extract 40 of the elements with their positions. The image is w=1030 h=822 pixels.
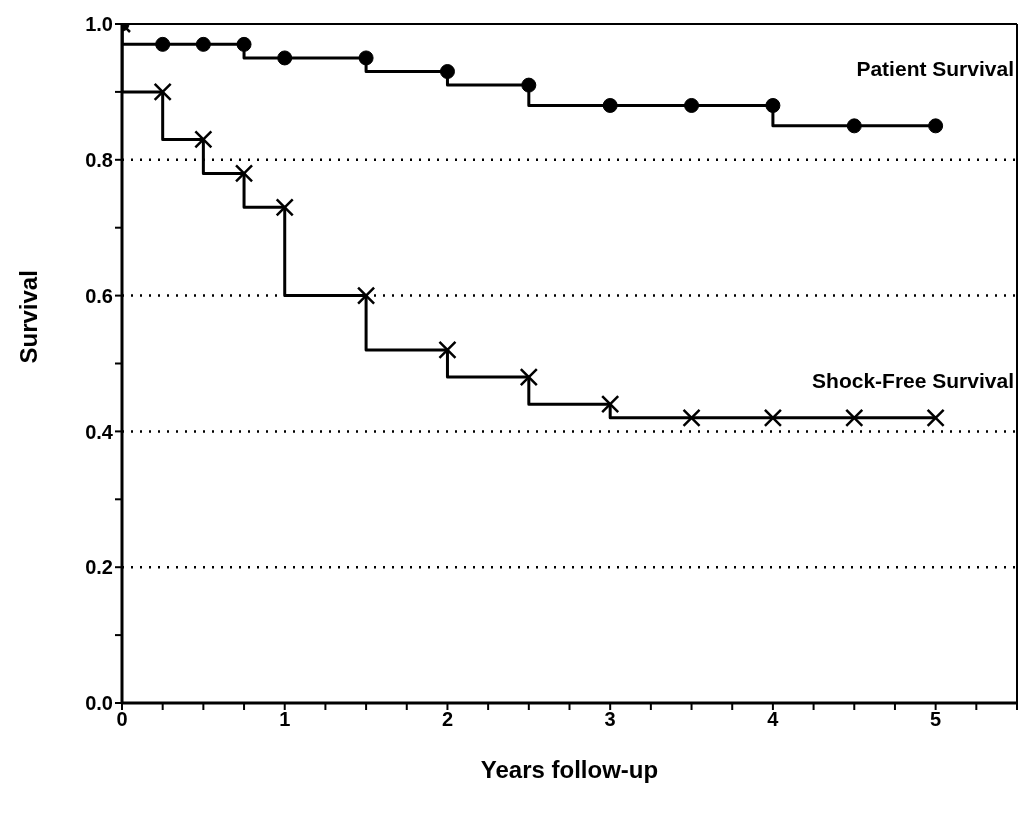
point [765, 97, 781, 113]
point [682, 408, 701, 428]
x-axis-title: Years follow-up [480, 756, 659, 783]
x-tick-label: 4 [767, 708, 780, 731]
point [275, 198, 294, 217]
point [234, 164, 254, 183]
y-tick-label: 1.0 [85, 13, 113, 36]
x-tick-label: 3 [604, 708, 616, 731]
point [155, 36, 171, 52]
y-tick-label: 0.4 [85, 420, 114, 443]
point [521, 77, 537, 93]
point [928, 118, 944, 134]
y-tick-label: 0.2 [85, 556, 113, 579]
series-label: Patient Survival [856, 56, 1014, 80]
x-tick-label: 1 [279, 708, 291, 731]
series-label: Shock-Free Survival [812, 368, 1014, 392]
x-tick-label: 0 [116, 708, 128, 731]
point [846, 118, 862, 134]
point [195, 36, 211, 52]
point [358, 50, 374, 66]
x-tick-label: 2 [441, 708, 454, 731]
point [439, 64, 455, 80]
y-tick-label: 0.0 [85, 692, 113, 715]
point [277, 50, 293, 66]
point [194, 130, 213, 149]
y-tick-label: 0.8 [85, 148, 113, 171]
y-tick-label: 0.6 [85, 284, 113, 307]
point [926, 408, 945, 428]
point [602, 97, 618, 113]
point [153, 82, 172, 102]
point [845, 408, 864, 428]
point [684, 97, 700, 113]
point [600, 394, 620, 414]
point [236, 36, 252, 52]
point [519, 367, 539, 387]
point [438, 340, 457, 360]
y-axis-title: Survival [14, 270, 42, 364]
point [763, 408, 783, 428]
x-tick-label: 5 [930, 708, 942, 731]
point [356, 286, 376, 305]
